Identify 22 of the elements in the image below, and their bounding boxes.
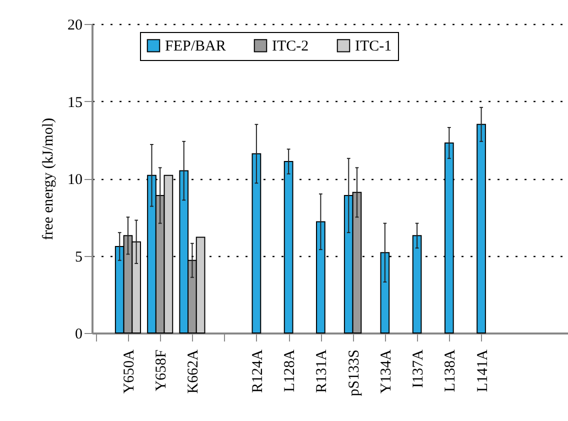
x-tick-label: L141A (474, 349, 491, 392)
bar (476, 124, 486, 334)
x-tick-label: R131A (314, 349, 330, 393)
x-tick-label: Y650A (121, 349, 138, 394)
bar (412, 235, 422, 334)
y-tick-label: 20 (68, 18, 82, 34)
y-tick-label: 10 (68, 172, 82, 188)
legend-label: FEP/BAR (165, 38, 226, 55)
x-tick-label: Y658F (154, 350, 170, 392)
x-tick-label: K662A (186, 349, 202, 394)
y-axis-title: free energy (kJ/mol) (40, 118, 56, 240)
legend-label: ITC-2 (272, 38, 309, 55)
y-tick-label: 5 (75, 249, 82, 266)
x-tick-label: L128A (282, 349, 298, 392)
legend-label: ITC-1 (355, 38, 392, 55)
x-tick-label: Y134A (378, 349, 394, 394)
x-tick-label: R124A (250, 349, 266, 393)
y-tick-label: 15 (68, 94, 82, 111)
x-tick-label: I137A (410, 349, 427, 388)
x-tick-label: L138A (442, 349, 459, 392)
x-tick-label: pS133S (346, 350, 362, 396)
y-tick-label: 0 (75, 326, 82, 342)
